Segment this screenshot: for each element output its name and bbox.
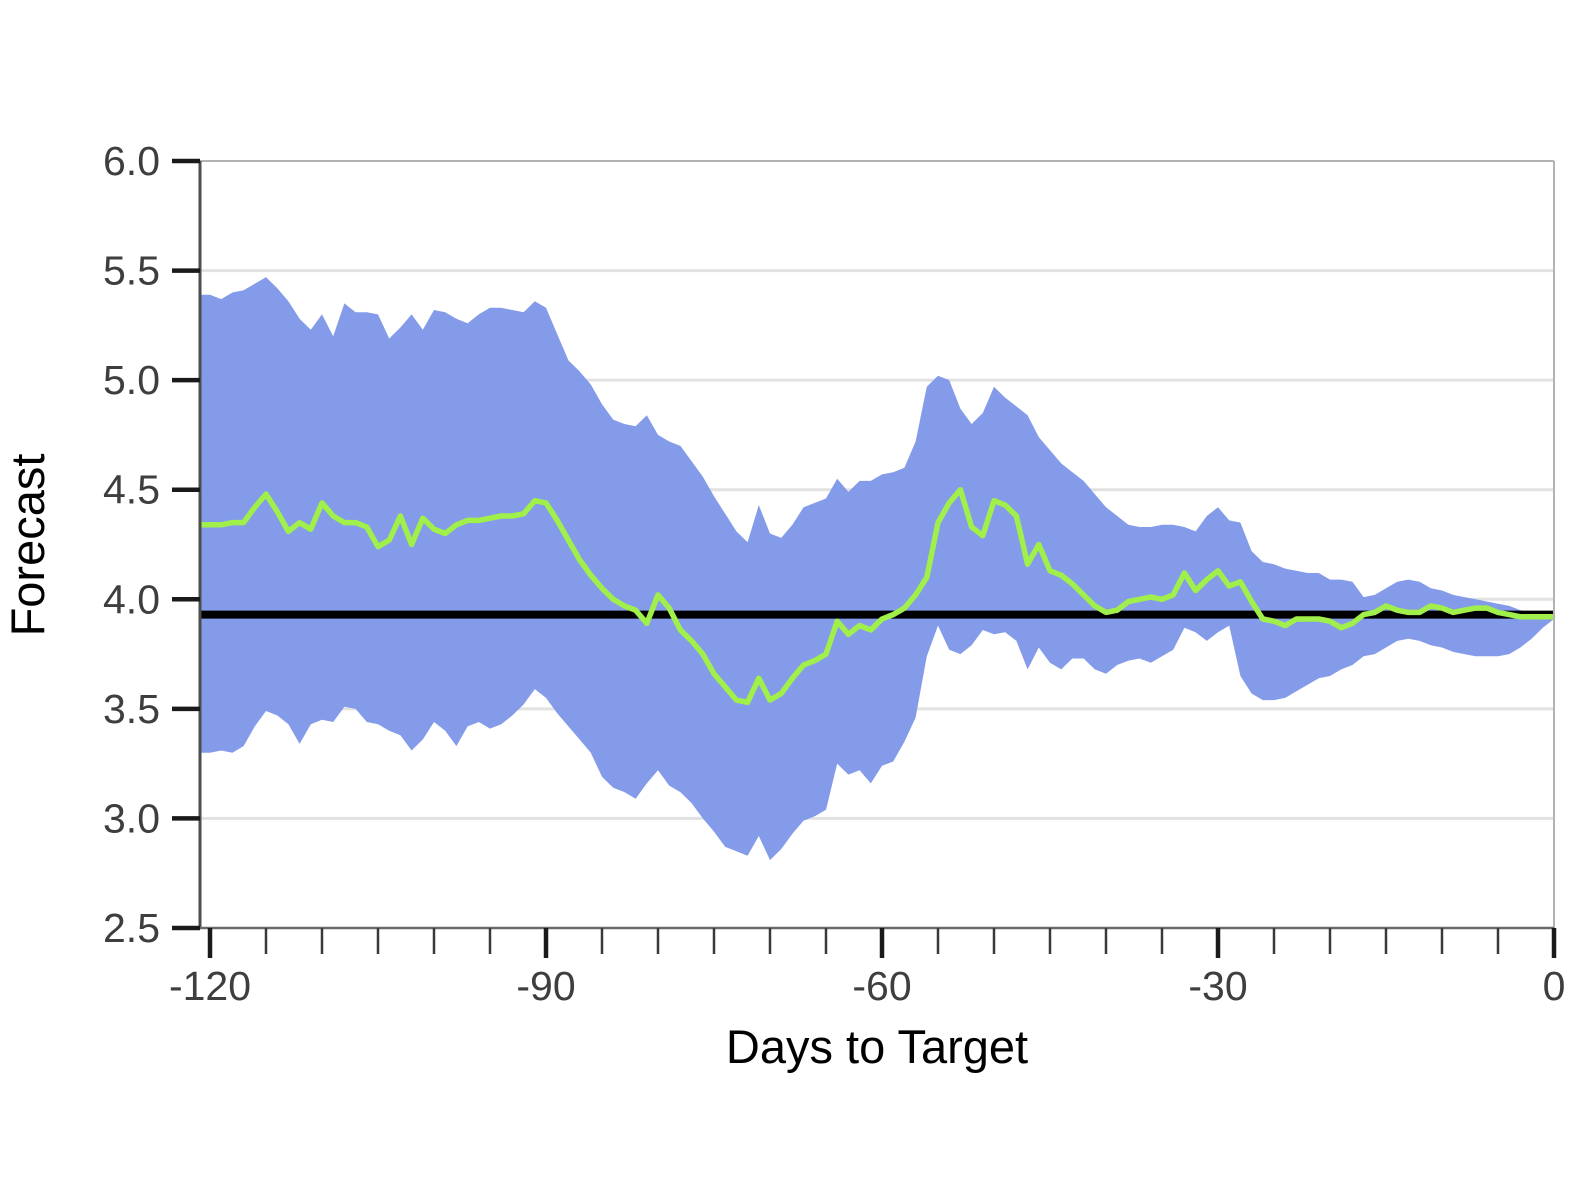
x-tick-label: -120 (169, 963, 251, 1009)
y-tick-label: 3.5 (103, 686, 160, 732)
x-axis-title: Days to Target (726, 1020, 1028, 1073)
y-tick-label: 6.0 (103, 138, 160, 184)
x-tick-label: -30 (1188, 963, 1247, 1009)
y-tick-label: 5.5 (103, 248, 160, 294)
confidence-band (200, 277, 1554, 861)
y-tick-label: 5.0 (103, 357, 160, 403)
y-tick-label: 3.0 (103, 795, 160, 841)
x-tick-label: -90 (516, 963, 575, 1009)
y-axis-ticks (172, 158, 200, 931)
x-axis-ticks (207, 928, 1557, 958)
y-axis-title: Forecast (1, 454, 54, 637)
forecast-line (200, 486, 1554, 706)
confidence-band-area (200, 277, 1554, 861)
y-axis-tick-labels: 6.0 5.5 5.0 4.5 4.0 3.5 3.0 2.5 (103, 138, 160, 951)
y-tick-label: 2.5 (103, 905, 160, 951)
forecast-line-path (200, 486, 1554, 706)
y-tick-label: 4.0 (103, 576, 160, 622)
x-tick-label: 0 (1543, 963, 1566, 1009)
y-tick-label: 4.5 (103, 467, 160, 513)
x-tick-label: -60 (852, 963, 911, 1009)
x-axis-tick-labels: -120 -90 -60 -30 0 (169, 963, 1565, 1009)
plot-borders (198, 160, 1555, 930)
